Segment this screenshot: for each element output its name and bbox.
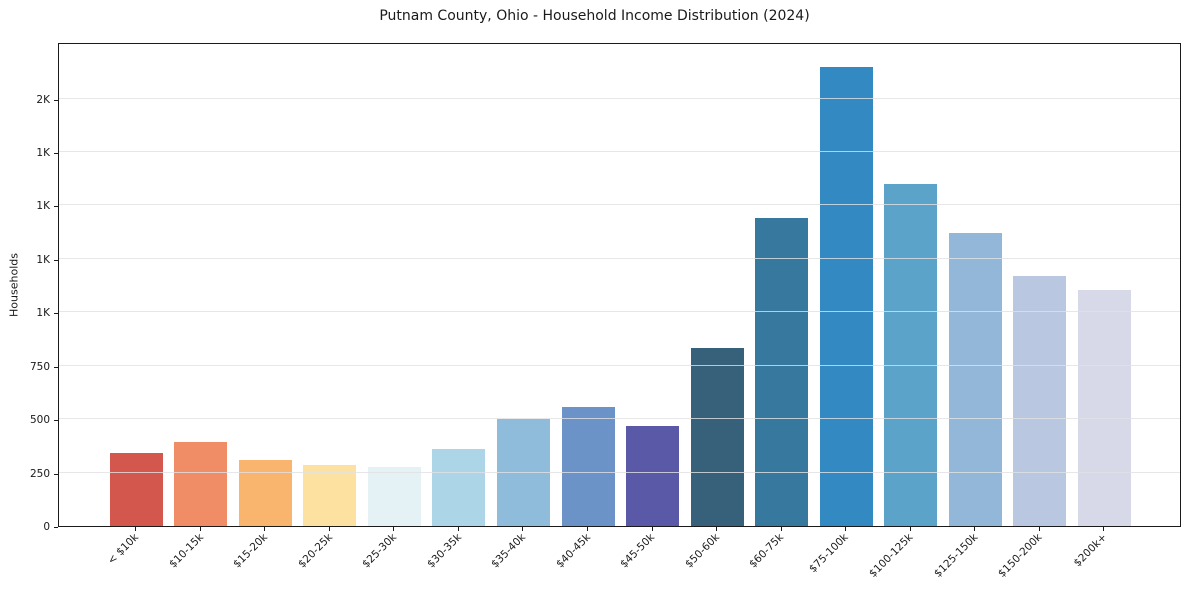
bar-200k (1077, 289, 1131, 526)
y-tick-mark (54, 366, 58, 368)
x-tick-label: $10-15k (166, 531, 206, 571)
gridline (59, 257, 1180, 259)
x-tick-label: $150-200k (995, 531, 1045, 580)
x-tick-mark (457, 527, 459, 531)
gridline (59, 97, 1180, 99)
y-tick-label: 0 (43, 520, 50, 533)
chart-title: Putnam County, Ohio - Household Income D… (379, 8, 810, 24)
bar-60-75k (755, 218, 809, 526)
x-tick-label: $50-60k (682, 531, 722, 571)
bar-150-200k (1013, 276, 1067, 526)
x-tick-mark (651, 527, 653, 531)
bar-20-25k (303, 465, 357, 526)
x-tick-label: $15-20k (231, 531, 271, 571)
y-tick-mark (54, 259, 58, 261)
y-tick-mark (54, 473, 58, 475)
bar-30-35k (432, 449, 486, 526)
bar-75-100k (819, 66, 873, 526)
x-tick-label: $100-125k (866, 531, 916, 580)
y-tick-mark (54, 313, 58, 315)
x-tick-mark (587, 527, 588, 531)
x-tick-mark (909, 527, 911, 531)
bar-125-150k (948, 233, 1002, 526)
x-tick-label: $20-25k (295, 531, 335, 571)
y-tick-label: 1K (36, 307, 50, 320)
bar-40-45k (561, 407, 615, 526)
y-tick-label: 1K (36, 253, 50, 266)
x-tick-mark (328, 527, 330, 531)
y-tick-mark (54, 153, 58, 155)
y-tick-label: 500 (29, 413, 50, 426)
gridline (59, 311, 1180, 313)
x-tick-mark (1038, 527, 1040, 531)
gridline (59, 364, 1180, 366)
x-tick-label: $75-100k (807, 531, 851, 576)
y-tick-label: 2K (36, 93, 50, 106)
plot-area (58, 43, 1181, 527)
gridline (59, 204, 1180, 206)
y-tick-mark (54, 206, 58, 208)
x-tick-mark (845, 527, 847, 531)
x-tick-label: $35-40k (489, 531, 529, 571)
y-tick-mark (54, 99, 58, 101)
x-tick-mark (135, 527, 137, 531)
bar-15-20k (238, 459, 292, 526)
x-tick-label: < $10k (105, 531, 142, 567)
gridline (59, 471, 1180, 473)
bar-50-60k (690, 347, 744, 526)
x-tick-label: $40-45k (553, 531, 593, 571)
x-tick-label: $60-75k (747, 531, 787, 571)
y-tick-label: 750 (29, 360, 50, 373)
x-tick-mark (199, 527, 201, 531)
x-tick-mark (1103, 527, 1105, 531)
y-tick-label: 1K (36, 146, 50, 159)
gridline (59, 418, 1180, 420)
x-tick-label: $25-30k (360, 531, 400, 571)
bar-10k (109, 453, 163, 526)
x-tick-label: $200k+ (1071, 531, 1110, 570)
y-tick-label: 250 (29, 467, 50, 480)
x-tick-mark (522, 527, 524, 531)
bar-25-30k (367, 467, 421, 526)
bar-45-50k (626, 425, 680, 526)
y-tick-mark (54, 420, 58, 422)
x-tick-mark (716, 527, 718, 531)
x-tick-label: $45-50k (618, 531, 658, 571)
x-tick-mark (974, 527, 976, 531)
x-tick-mark (393, 527, 395, 531)
bar-10-15k (174, 441, 228, 526)
x-tick-label: $125-150k (931, 531, 980, 580)
x-tick-mark (264, 527, 266, 531)
bar-100-125k (884, 184, 938, 526)
y-tick-mark (54, 527, 58, 528)
x-tick-mark (780, 527, 782, 531)
gridline (59, 151, 1180, 153)
y-tick-label: 1K (36, 200, 50, 213)
x-tick-label: $30-35k (424, 531, 464, 571)
